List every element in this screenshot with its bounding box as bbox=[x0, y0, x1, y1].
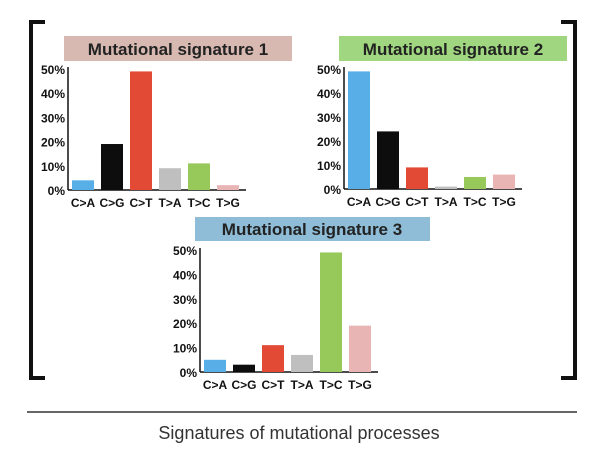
x-tick-label: C>G bbox=[375, 195, 400, 209]
right-bracket bbox=[561, 20, 577, 380]
bar-C-to-A bbox=[348, 71, 370, 189]
x-tick-label: C>T bbox=[129, 196, 153, 210]
chart-signature-3: Mutational signature 3 0% 10% 20% 30% 40% 50% C… bbox=[173, 217, 430, 392]
x-tick-label: T>A bbox=[158, 196, 181, 210]
x-tick-label: C>A bbox=[203, 378, 228, 392]
bar-C-to-A bbox=[72, 180, 94, 190]
y-tick-label: 0% bbox=[180, 366, 198, 380]
bar-C-to-T bbox=[262, 345, 284, 372]
bar-C-to-T bbox=[406, 167, 428, 189]
chart-title-background bbox=[339, 36, 567, 61]
bar-T-to-A bbox=[291, 354, 313, 372]
bracket-group bbox=[29, 20, 577, 380]
x-tick-label: C>T bbox=[261, 378, 285, 392]
y-tick-label: 20% bbox=[173, 317, 197, 331]
bar-C-to-G bbox=[233, 364, 255, 372]
figure-caption: Signatures of mutational processes bbox=[158, 423, 440, 443]
x-tick-label: T>G bbox=[492, 195, 516, 209]
x-tick-label: T>A bbox=[290, 378, 313, 392]
chart-signature-2: Mutational signature 2 0% 10% 20% 30% 40% 50% C… bbox=[317, 36, 567, 209]
y-tick-label: 10% bbox=[317, 159, 341, 173]
y-tick-label: 50% bbox=[173, 244, 197, 258]
y-tick-label: 20% bbox=[41, 136, 65, 150]
x-tick-label: C>T bbox=[405, 195, 429, 209]
chart-signature-1: Mutational signature 1 0% 10% 20% 30% 40% 50% C… bbox=[41, 36, 292, 210]
x-tick-label: C>G bbox=[99, 196, 124, 210]
chart-title-background bbox=[195, 217, 430, 241]
bar-T-to-C bbox=[320, 252, 342, 372]
bar-T-to-A bbox=[159, 168, 181, 190]
y-tick-label: 30% bbox=[173, 293, 197, 307]
x-tick-label: T>G bbox=[348, 378, 372, 392]
y-tick-label: 50% bbox=[317, 63, 341, 77]
bar-T-to-G bbox=[493, 174, 515, 189]
y-tick-label: 40% bbox=[317, 87, 341, 101]
y-tick-label: 20% bbox=[317, 135, 341, 149]
x-tick-label: C>A bbox=[347, 195, 372, 209]
chart-title: Mutational signature 1 bbox=[88, 40, 268, 59]
bar-T-to-C bbox=[188, 163, 210, 190]
left-bracket bbox=[29, 20, 45, 380]
y-tick-label: 30% bbox=[317, 111, 341, 125]
x-tick-label: T>G bbox=[216, 196, 240, 210]
y-tick-label: 0% bbox=[324, 183, 342, 197]
y-tick-label: 40% bbox=[41, 87, 65, 101]
bar-C-to-G bbox=[101, 144, 123, 190]
bar-C-to-A bbox=[204, 359, 226, 372]
x-tick-label: C>G bbox=[231, 378, 256, 392]
bar-T-to-A bbox=[435, 186, 457, 189]
y-tick-label: 30% bbox=[41, 111, 65, 125]
bar-T-to-G bbox=[349, 325, 371, 372]
chart-title: Mutational signature 3 bbox=[222, 220, 402, 239]
x-tick-label: C>A bbox=[71, 196, 96, 210]
y-tick-label: 50% bbox=[41, 63, 65, 77]
x-tick-label: T>C bbox=[463, 195, 486, 209]
y-tick-label: 0% bbox=[48, 184, 66, 198]
y-tick-label: 10% bbox=[41, 160, 65, 174]
y-tick-label: 40% bbox=[173, 268, 197, 282]
chart-title-background bbox=[64, 36, 292, 61]
x-tick-label: T>A bbox=[434, 195, 457, 209]
bar-C-to-T bbox=[130, 71, 152, 190]
chart-title: Mutational signature 2 bbox=[363, 40, 543, 59]
x-tick-label: T>C bbox=[187, 196, 210, 210]
bar-C-to-G bbox=[377, 131, 399, 189]
x-tick-label: T>C bbox=[319, 378, 342, 392]
y-tick-label: 10% bbox=[173, 342, 197, 356]
bar-T-to-G bbox=[217, 185, 239, 190]
bar-T-to-C bbox=[464, 177, 486, 189]
